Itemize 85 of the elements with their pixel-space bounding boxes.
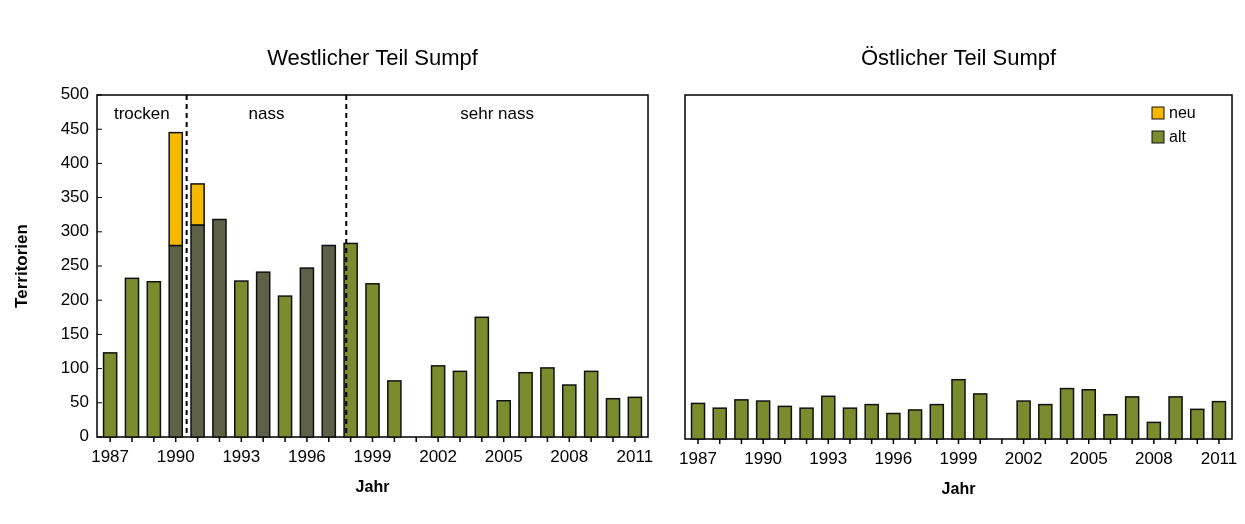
x-tick-label: 2002 bbox=[419, 447, 458, 466]
bar bbox=[627, 396, 643, 438]
bar bbox=[234, 280, 249, 438]
chart-title: Westlicher Teil Sumpf bbox=[267, 45, 479, 70]
y-tick-label: 100 bbox=[60, 358, 89, 378]
annotation: sehr nass bbox=[460, 104, 534, 124]
x-tick-label: 1990 bbox=[156, 447, 195, 466]
legend-label: alt bbox=[1169, 128, 1187, 146]
bar bbox=[605, 397, 621, 438]
bar bbox=[1059, 387, 1075, 440]
legend-label: neu bbox=[1169, 104, 1196, 122]
x-tick-label: 1999 bbox=[939, 449, 978, 468]
x-tick-label: 1996 bbox=[874, 449, 913, 468]
bar bbox=[777, 405, 793, 440]
x-tick-label: 1987 bbox=[91, 447, 130, 466]
x-tick-label: 2011 bbox=[1200, 449, 1238, 468]
bar bbox=[1103, 413, 1118, 440]
x-tick-label: 1993 bbox=[809, 449, 848, 468]
x-tick-label: 1996 bbox=[287, 447, 326, 466]
bar bbox=[712, 407, 727, 440]
bar bbox=[518, 371, 533, 438]
annotation: nass bbox=[248, 104, 285, 124]
bar bbox=[690, 402, 706, 440]
bar bbox=[799, 407, 814, 440]
bar bbox=[821, 395, 836, 440]
y-tick-label: 150 bbox=[60, 323, 89, 343]
bar bbox=[146, 280, 162, 438]
y-tick-label: 350 bbox=[60, 187, 89, 207]
bar bbox=[1146, 421, 1162, 440]
bar bbox=[864, 403, 879, 440]
y-tick-label: 400 bbox=[60, 152, 89, 172]
bar bbox=[102, 352, 118, 438]
bar bbox=[255, 271, 271, 438]
x-tick-label: 1987 bbox=[679, 449, 717, 468]
bar bbox=[212, 218, 227, 438]
bar bbox=[277, 295, 293, 438]
bar bbox=[842, 407, 858, 440]
y-tick-label: 250 bbox=[60, 255, 89, 275]
y-tick-label: 450 bbox=[60, 118, 89, 138]
chart-title: Östlicher Teil Sumpf bbox=[860, 45, 1057, 70]
x-tick-label: 2008 bbox=[550, 447, 589, 466]
bar bbox=[951, 378, 966, 440]
x-tick-label: 1990 bbox=[744, 449, 783, 468]
y-tick-label: 50 bbox=[70, 392, 89, 412]
y-tick-label: 300 bbox=[60, 221, 89, 241]
bar bbox=[1211, 400, 1227, 440]
x-tick-label: 2005 bbox=[1069, 449, 1108, 468]
bar bbox=[387, 380, 402, 438]
bar bbox=[1016, 400, 1031, 440]
bar bbox=[452, 370, 468, 438]
bar bbox=[321, 244, 337, 438]
bar bbox=[1124, 396, 1140, 440]
bar bbox=[299, 267, 315, 438]
x-tick-label: 1999 bbox=[353, 447, 392, 466]
bar bbox=[365, 283, 380, 438]
bar bbox=[929, 403, 945, 440]
bar bbox=[1081, 389, 1096, 440]
y-axis-title: Territorien bbox=[12, 224, 31, 308]
bar bbox=[972, 393, 988, 440]
bar bbox=[430, 365, 446, 438]
bar bbox=[343, 242, 358, 438]
bar bbox=[124, 277, 140, 438]
y-tick-label: 500 bbox=[60, 84, 89, 104]
bar bbox=[561, 384, 577, 438]
y-tick-label: 200 bbox=[60, 289, 89, 309]
annotation: trocken bbox=[113, 104, 170, 124]
bar bbox=[496, 400, 511, 438]
x-tick-label: 2002 bbox=[1004, 449, 1043, 468]
bar bbox=[540, 367, 555, 438]
bar bbox=[734, 399, 749, 440]
x-tick-label: 2011 bbox=[616, 447, 654, 466]
bar bbox=[755, 400, 771, 440]
bar bbox=[886, 412, 901, 440]
bar bbox=[583, 370, 599, 438]
bar bbox=[1190, 408, 1205, 440]
x-tick-label: 2008 bbox=[1134, 449, 1173, 468]
y-tick-label: 0 bbox=[79, 426, 89, 446]
x-axis-title: Jahr bbox=[941, 480, 976, 497]
bar bbox=[907, 409, 923, 440]
x-tick-label: 1993 bbox=[222, 447, 261, 466]
bar bbox=[474, 316, 490, 438]
bar bbox=[1168, 396, 1183, 440]
bar bbox=[1038, 403, 1053, 440]
x-tick-label: 2005 bbox=[484, 447, 523, 466]
x-axis-title: Jahr bbox=[355, 478, 390, 495]
